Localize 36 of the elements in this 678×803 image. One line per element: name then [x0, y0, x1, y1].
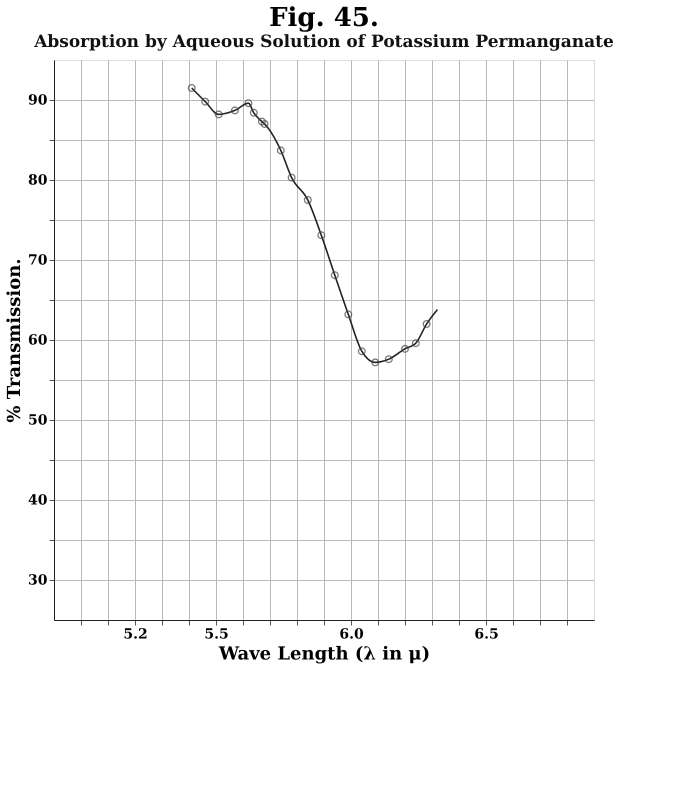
- point: [422, 320, 431, 328]
- point: [260, 120, 269, 128]
- point: [384, 355, 393, 364]
- x-tick-label: 5.5: [204, 626, 229, 642]
- y-axis-title: % Transmission.: [4, 258, 26, 423]
- point: [258, 118, 266, 126]
- x-tick-label: 6.0: [339, 626, 364, 642]
- point: [244, 99, 252, 108]
- line-series: [190, 87, 438, 364]
- y-tick-label: 50: [28, 412, 48, 428]
- x-axis-title: Wave Length (λ in μ): [218, 644, 430, 664]
- point: [344, 310, 352, 318]
- chart-title: Fig. 45.: [269, 3, 379, 33]
- point: [188, 84, 196, 92]
- point: [304, 196, 312, 204]
- point: [358, 347, 366, 356]
- y-tick-label: 40: [28, 492, 48, 508]
- y-tick-label: 80: [28, 172, 48, 188]
- y-tick-label: 70: [28, 252, 48, 268]
- point: [371, 358, 380, 366]
- y-tick-label: 30: [28, 572, 48, 588]
- point: [412, 339, 420, 348]
- y-tick-label: 90: [28, 92, 48, 108]
- point: [400, 344, 410, 353]
- point: [317, 231, 326, 240]
- chart-subtitle: Absorption by Aqueous Solution of Potassium Permanganate: [33, 32, 614, 52]
- x-tick-label: 6.5: [474, 626, 499, 642]
- y-tick-label: 60: [28, 332, 48, 348]
- point: [330, 271, 339, 280]
- x-tick-label: 5.2: [123, 626, 148, 642]
- point: [250, 108, 258, 117]
- point: [201, 98, 210, 106]
- point: [214, 110, 223, 118]
- point: [288, 174, 296, 182]
- point: [230, 106, 239, 114]
- point: [276, 146, 285, 154]
